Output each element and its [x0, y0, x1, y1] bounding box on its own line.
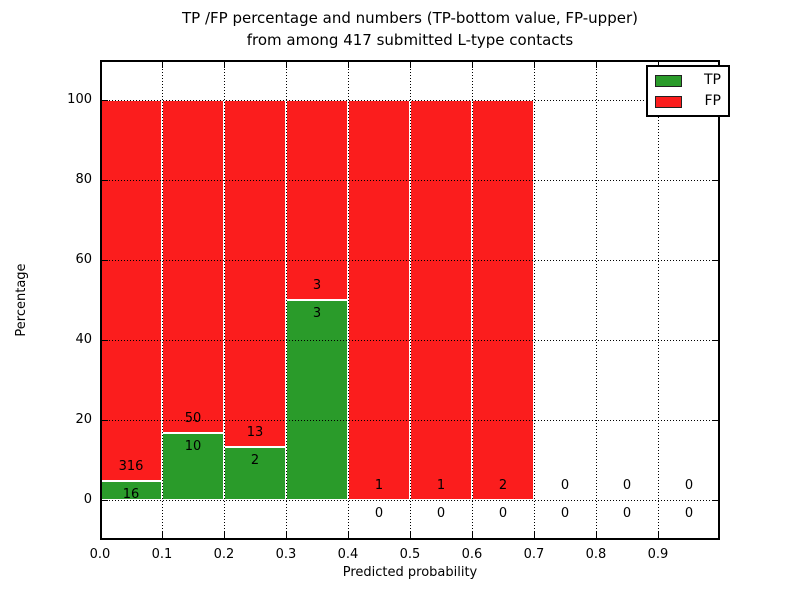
x-tick-label: 0.8 [585, 547, 607, 562]
bar-segment-tp [286, 300, 348, 500]
legend-entry-fp: FP [655, 94, 721, 109]
chart-title: TP /FP percentage and numbers (TP-bottom… [60, 7, 760, 51]
x-tick-top [285, 62, 287, 68]
legend-label-fp: FP [704, 93, 722, 109]
x-tick-top [161, 62, 163, 68]
x-tick-top [533, 62, 535, 68]
x-tick-bottom [223, 532, 225, 538]
bar-segment-fp [224, 100, 286, 447]
plot-area: TP FP 316 16 50 10 13 2 3 3 1 0 1 0 2 0 0 0 0 0 0 0 [99, 60, 730, 540]
grid-line-x [533, 60, 535, 540]
bar-segment-fp [472, 100, 534, 500]
bar-value-label-fp: 1 [436, 478, 446, 493]
bar-value-label-tp: 0 [498, 506, 508, 521]
y-tick-label: 40 [75, 332, 92, 347]
x-tick-label: 0.5 [399, 547, 421, 562]
grid-line-x [285, 60, 287, 540]
bar-value-label-tp: 0 [684, 506, 694, 521]
y-tick-label: 0 [83, 492, 92, 507]
x-tick-bottom [99, 532, 101, 538]
x-tick-bottom [595, 532, 597, 538]
grid-line-x [595, 60, 597, 540]
chart-title-line1: TP /FP percentage and numbers (TP-bottom… [182, 9, 638, 27]
bar-value-label-tp: 0 [374, 506, 384, 521]
y-tick-label: 80 [75, 172, 92, 187]
bar-value-label-tp: 16 [122, 486, 140, 502]
x-tick-label: 0.3 [275, 547, 297, 562]
legend-entry-tp: TP [655, 73, 721, 88]
x-tick-label: 0.1 [151, 547, 173, 562]
bar-value-label-fp: 13 [246, 424, 264, 440]
x-tick-bottom [471, 532, 473, 538]
bar-segment-fp [286, 100, 348, 300]
bar-segment-fp [348, 100, 410, 500]
legend-swatch-tp [655, 74, 682, 87]
bar-value-label-tp: 2 [250, 452, 260, 468]
y-axis-label: Percentage [14, 263, 29, 337]
grid-line-x [347, 60, 349, 540]
y-tick-left [102, 419, 108, 421]
x-tick-top [595, 62, 597, 68]
bar-value-label-fp: 1 [374, 478, 384, 493]
x-tick-bottom [161, 532, 163, 538]
bar-value-label-fp: 3 [312, 278, 322, 293]
x-tick-label: 0.7 [523, 547, 545, 562]
x-tick-bottom [285, 532, 287, 538]
y-tick-left [102, 179, 108, 181]
grid-line-x [161, 60, 163, 540]
x-tick-label: 0.0 [89, 547, 111, 562]
bar-segment-fp [162, 100, 224, 434]
x-tick-top [223, 62, 225, 68]
bar-value-label-fp: 316 [118, 458, 144, 474]
y-tick-left [102, 99, 108, 101]
bar-segment-tp [224, 446, 286, 500]
legend-label-tp: TP [704, 72, 721, 88]
bar-segment-fp [410, 100, 472, 500]
chart-title-line2: from among 417 submitted L-type contacts [246, 31, 574, 49]
x-tick-top [99, 62, 101, 68]
y-tick-left [102, 339, 108, 341]
y-tick-right [712, 499, 718, 501]
x-tick-label: 0.6 [461, 547, 483, 562]
x-tick-bottom [533, 532, 535, 538]
grid-line-x [471, 60, 473, 540]
grid-line-x [223, 60, 225, 540]
y-tick-right [712, 179, 718, 181]
y-tick-label: 20 [75, 412, 92, 427]
bar-segment-tp [162, 433, 224, 500]
bar-value-label-fp: 0 [684, 478, 694, 493]
y-tick-right [712, 339, 718, 341]
x-tick-bottom [409, 532, 411, 538]
y-tick-right [712, 419, 718, 421]
y-tick-left [102, 499, 108, 501]
x-axis-label: Predicted probability [342, 565, 478, 580]
grid-line-x [409, 60, 411, 540]
x-tick-bottom [347, 532, 349, 538]
grid-line-x [657, 60, 659, 540]
bar-value-label-fp: 2 [498, 478, 508, 493]
x-tick-label: 0.4 [337, 547, 359, 562]
x-tick-top [409, 62, 411, 68]
x-tick-top [471, 62, 473, 68]
legend: TP FP [646, 65, 730, 117]
y-tick-right [712, 259, 718, 261]
bar-value-label-fp: 0 [622, 478, 632, 493]
bar-value-label-fp: 0 [560, 478, 570, 493]
bar-value-label-tp: 0 [560, 506, 570, 521]
bar-value-label-fp: 50 [184, 411, 202, 427]
bar-value-label-tp: 10 [184, 439, 202, 455]
legend-swatch-fp [655, 95, 682, 108]
bar-value-label-tp: 3 [312, 306, 322, 321]
x-tick-label: 0.9 [647, 547, 669, 562]
y-tick-label: 60 [75, 252, 92, 267]
bar-value-label-tp: 0 [622, 506, 632, 521]
y-tick-label: 100 [67, 92, 92, 107]
x-tick-bottom [657, 532, 659, 538]
bar-segment-fp [100, 100, 162, 481]
x-tick-label: 0.2 [213, 547, 235, 562]
x-tick-top [347, 62, 349, 68]
bar-value-label-tp: 0 [436, 506, 446, 521]
y-tick-left [102, 259, 108, 261]
